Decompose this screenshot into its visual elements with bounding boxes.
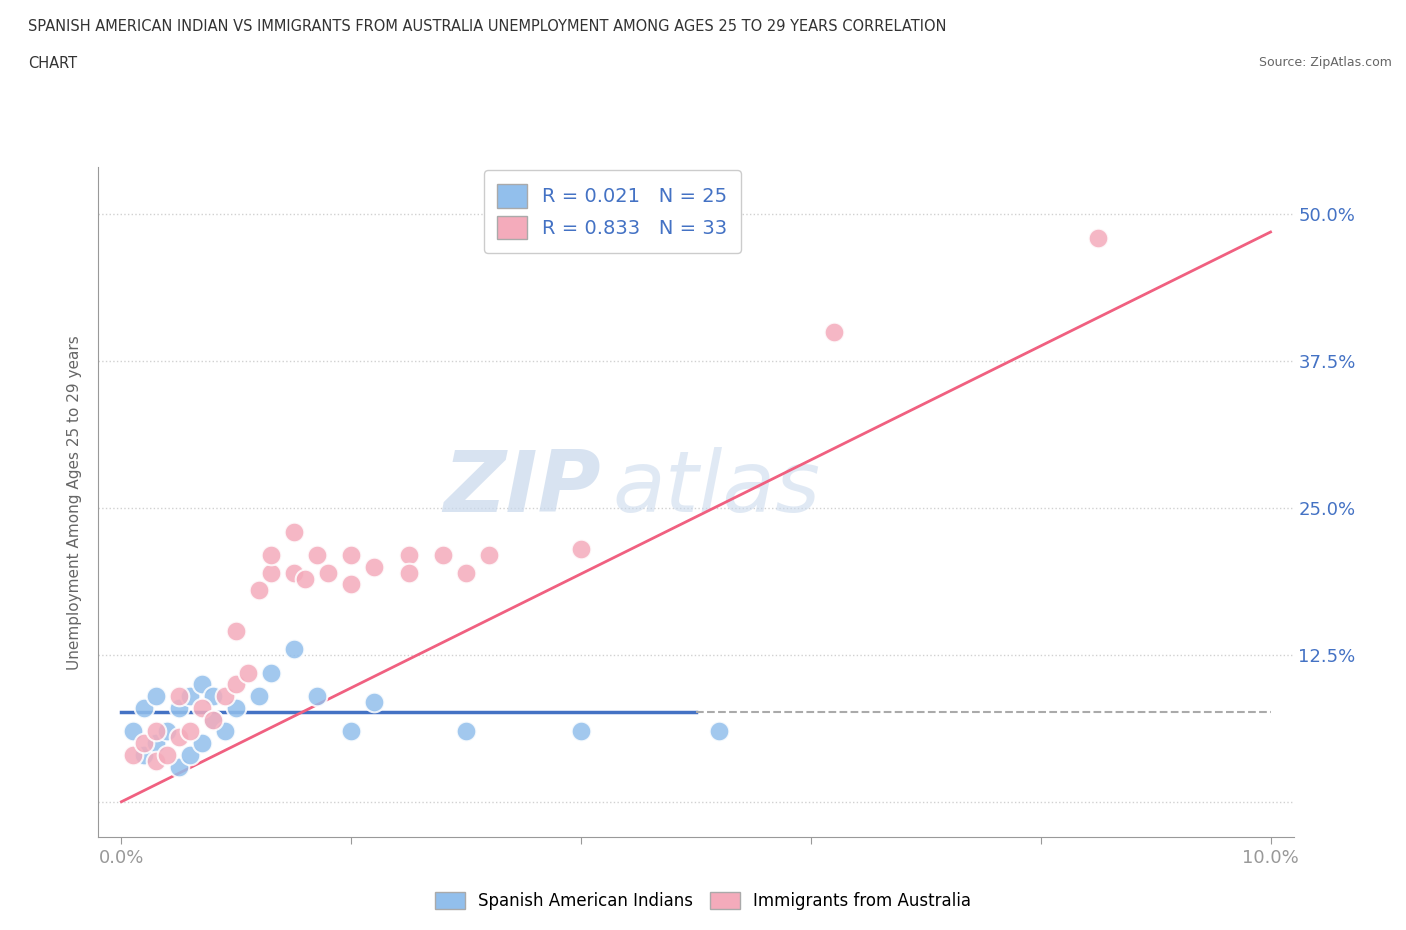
Point [340,548,363,563]
Point [225,624,247,639]
Point [283,565,305,580]
Text: CHART: CHART [28,56,77,71]
Point [214,724,236,738]
Point [145,753,167,768]
Point [225,700,247,715]
Point [316,565,339,580]
Point [260,565,283,580]
Point [363,695,385,710]
Point [134,748,156,763]
Point [340,724,363,738]
Point [1087,231,1109,246]
Point [156,724,179,738]
Point [260,665,283,680]
Point [145,724,167,738]
Point [569,724,592,738]
Point [478,548,501,563]
Text: atlas: atlas [613,447,820,530]
Point [202,712,225,727]
Point [398,548,420,563]
Point [191,736,214,751]
Text: SPANISH AMERICAN INDIAN VS IMMIGRANTS FROM AUSTRALIA UNEMPLOYMENT AMONG AGES 25 : SPANISH AMERICAN INDIAN VS IMMIGRANTS FR… [28,19,946,33]
Point [340,577,363,591]
Point [283,642,305,657]
Legend: R = 0.021   N = 25, R = 0.833   N = 33: R = 0.021 N = 25, R = 0.833 N = 33 [484,170,741,253]
Point [122,748,145,763]
Point [247,583,270,598]
Point [145,736,167,751]
Point [707,724,730,738]
Point [134,700,156,715]
Point [156,748,179,763]
Legend: Spanish American Indians, Immigrants from Australia: Spanish American Indians, Immigrants fro… [429,885,977,917]
Point [305,688,328,703]
Point [247,688,270,703]
Point [432,548,454,563]
Y-axis label: Unemployment Among Ages 25 to 29 years: Unemployment Among Ages 25 to 29 years [67,335,83,670]
Point [283,525,305,539]
Point [236,665,259,680]
Point [167,700,190,715]
Text: ZIP: ZIP [443,447,600,530]
Point [202,688,225,703]
Point [214,688,236,703]
Point [225,677,247,692]
Point [363,559,385,574]
Point [179,748,201,763]
Point [398,565,420,580]
Point [260,548,283,563]
Point [167,730,190,745]
Point [191,677,214,692]
Point [305,548,328,563]
Point [823,325,845,339]
Point [167,688,190,703]
Point [202,712,225,727]
Point [179,688,201,703]
Point [456,724,478,738]
Point [456,565,478,580]
Point [179,724,201,738]
Point [191,700,214,715]
Point [294,571,316,586]
Point [122,724,145,738]
Point [569,542,592,557]
Point [145,688,167,703]
Text: Source: ZipAtlas.com: Source: ZipAtlas.com [1258,56,1392,69]
Point [134,736,156,751]
Point [167,759,190,774]
